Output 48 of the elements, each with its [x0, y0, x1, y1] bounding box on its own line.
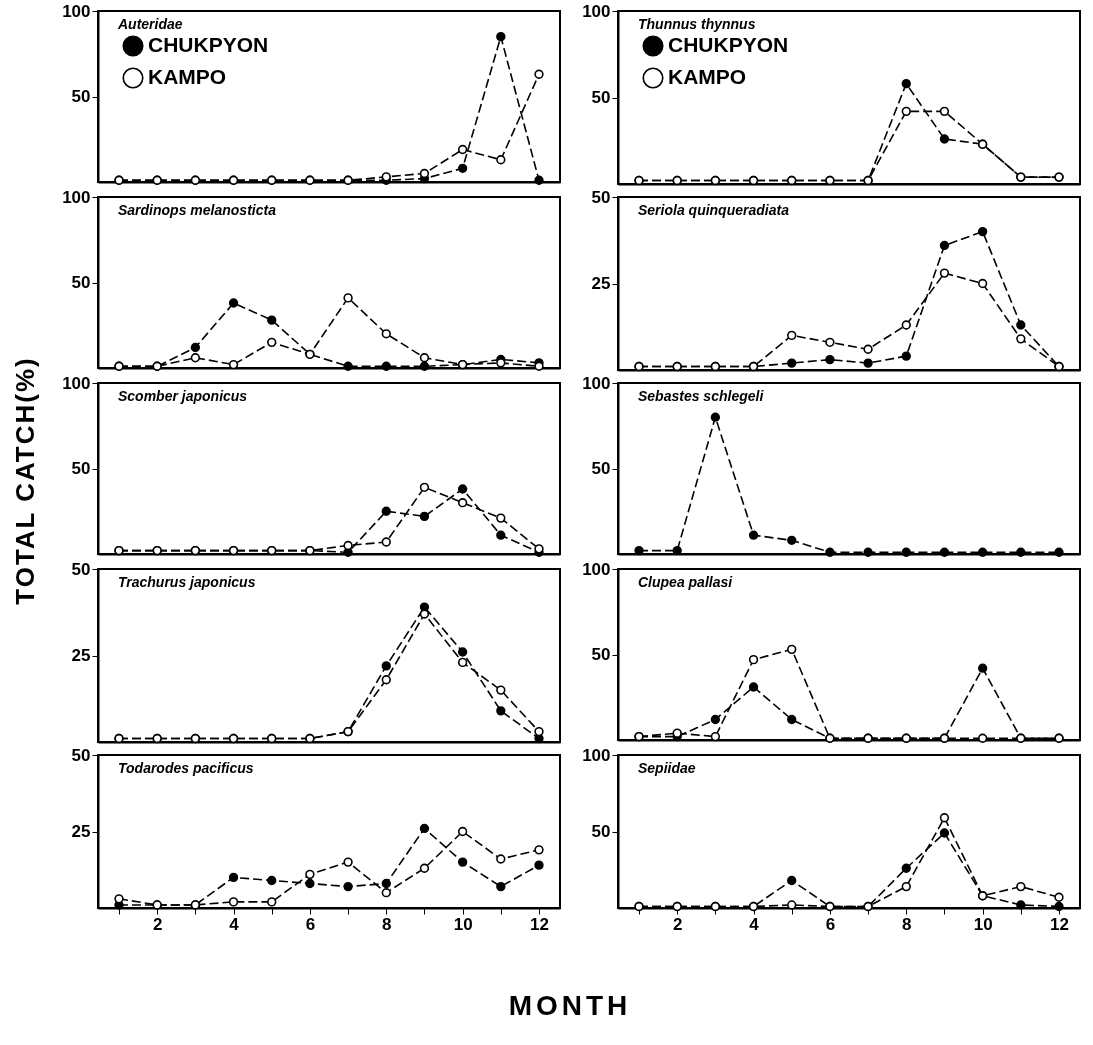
- y-tick-label: 100: [62, 1, 91, 21]
- y-tick-label: 100: [62, 373, 91, 393]
- text: TOTAL CATCH(%): [9, 355, 41, 605]
- y-tick-label: 50: [71, 273, 91, 292]
- x-tick-label: 12: [1050, 914, 1069, 934]
- x-tick-label: 2: [672, 914, 683, 934]
- chart-title: Todarodes pacificus: [118, 760, 254, 776]
- y-tick-label: 50: [591, 187, 611, 207]
- y-tick-label: 100: [582, 1, 611, 21]
- chart-title: Sardinops melanosticta: [118, 202, 277, 218]
- y-tick-label: 100: [582, 373, 611, 393]
- y-tick-label: 50: [71, 459, 91, 478]
- y-tick-label: 50: [591, 88, 611, 107]
- y-tick-label: 100: [582, 745, 611, 765]
- chart-title: Auteridae: [117, 16, 183, 32]
- chart-title: Sepiidae: [638, 760, 696, 776]
- legend-label: KAMPO: [148, 65, 227, 88]
- x-tick-label: 2: [152, 914, 163, 934]
- y-tick-label: 25: [71, 822, 91, 841]
- y-tick-label: 25: [71, 646, 91, 665]
- y-tick-label: 50: [591, 645, 611, 664]
- x-tick-label: 4: [229, 914, 240, 934]
- chart-title: Scomber japonicus: [118, 388, 248, 404]
- x-tick-label: 12: [530, 914, 549, 934]
- legend-label: CHUKPYON: [668, 33, 789, 56]
- chart-title: Thunnus thynnus: [638, 16, 756, 32]
- text: MONTH: [507, 990, 633, 1022]
- x-tick-label: 10: [973, 914, 993, 934]
- chart-title: Clupea pallasi: [638, 574, 734, 590]
- y-tick-label: 50: [71, 745, 91, 765]
- x-tick-label: 8: [382, 914, 392, 934]
- y-tick-label: 50: [71, 87, 91, 106]
- y-tick-label: 25: [591, 274, 611, 293]
- legend-label: CHUKPYON: [148, 33, 269, 56]
- y-tick-label: 50: [71, 559, 91, 579]
- y-tick-label: 50: [591, 822, 611, 841]
- chart-title: Sebastes schlegeli: [638, 388, 765, 404]
- y-tick-label: 100: [582, 559, 611, 579]
- x-tick-label: 10: [453, 914, 473, 934]
- x-tick-label: 4: [749, 914, 760, 934]
- y-tick-label: 100: [62, 187, 91, 207]
- legend-label: KAMPO: [668, 65, 747, 88]
- chart-title: Seriola quinqueradiata: [638, 202, 790, 218]
- y-tick-label: 50: [591, 459, 611, 478]
- x-tick-label: 6: [305, 914, 316, 934]
- chart-title: Trachurus japonicus: [118, 574, 256, 590]
- x-tick-label: 8: [902, 914, 912, 934]
- x-tick-label: 6: [825, 914, 836, 934]
